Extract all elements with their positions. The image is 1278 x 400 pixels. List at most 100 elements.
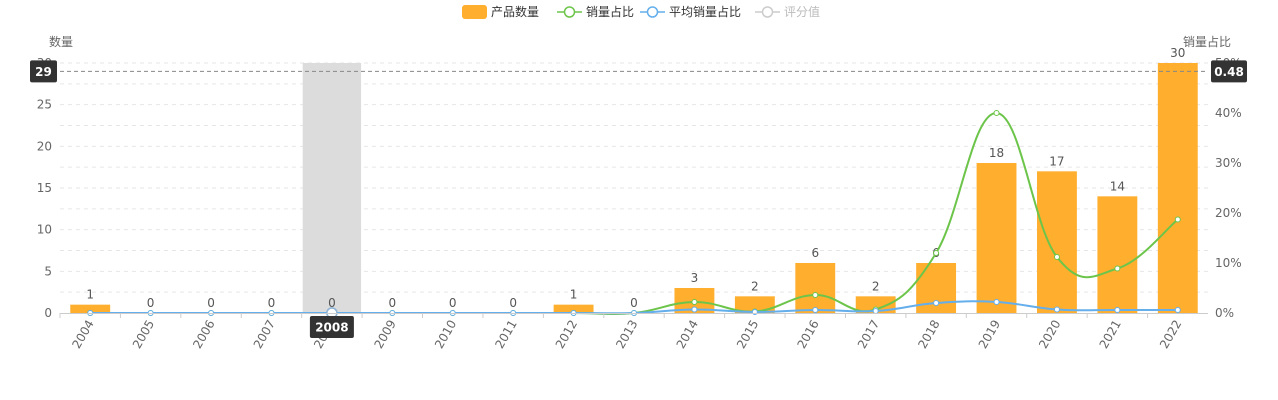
y-right-tick-label: 0% bbox=[1215, 306, 1234, 320]
x-tick-label: 2022 bbox=[1157, 318, 1184, 351]
data-point[interactable] bbox=[1114, 307, 1121, 313]
x-tick-label: 2005 bbox=[130, 318, 157, 351]
bar-value-label: 1 bbox=[86, 288, 94, 302]
legend-item-2[interactable]: 平均销量占比 bbox=[640, 4, 741, 19]
y-right-tick-label: 20% bbox=[1215, 206, 1242, 220]
bar[interactable] bbox=[1037, 171, 1077, 313]
bar[interactable] bbox=[795, 263, 836, 313]
x-tick-label: 2020 bbox=[1036, 318, 1063, 351]
bar-value-label: 0 bbox=[630, 296, 638, 310]
x-tick-label: 2016 bbox=[794, 318, 821, 351]
highlight-band bbox=[302, 63, 362, 313]
bar-value-label: 0 bbox=[207, 296, 215, 310]
bar-value-label: 30 bbox=[1170, 46, 1185, 60]
y-left-tick-label: 15 bbox=[37, 181, 52, 195]
x-tick-label: 2018 bbox=[915, 318, 942, 351]
x-tick-label: 2004 bbox=[69, 318, 96, 351]
tooltip-text: 29 bbox=[35, 65, 52, 79]
x-tick-label: 2009 bbox=[372, 318, 399, 351]
crosshair-left-value: 29 bbox=[30, 60, 57, 83]
bar[interactable] bbox=[1097, 196, 1138, 313]
x-tick-label: 2013 bbox=[613, 318, 640, 351]
bar[interactable] bbox=[1157, 63, 1198, 313]
bar-value-label: 3 bbox=[691, 271, 699, 285]
y-right-tick-label: 40% bbox=[1215, 106, 1242, 120]
legend-swatch-marker bbox=[646, 6, 659, 18]
tooltip-box bbox=[1211, 60, 1247, 83]
tooltip-text: 0.48 bbox=[1214, 65, 1244, 79]
data-point[interactable] bbox=[812, 292, 819, 298]
legend-item-3[interactable]: 评分值 bbox=[755, 4, 820, 19]
bar-value-label: 0 bbox=[268, 296, 276, 310]
data-point[interactable] bbox=[1053, 306, 1060, 313]
legend-swatch-bar bbox=[462, 5, 487, 19]
x-tick-label: 2011 bbox=[492, 318, 519, 351]
bar-value-label: 2 bbox=[872, 279, 880, 293]
x-tick-label: 2010 bbox=[432, 318, 459, 351]
crosshair: 29 0.48 2008 bbox=[30, 60, 1247, 338]
legend[interactable]: 产品数量 销量占比 平均销量占比 评分值 bbox=[462, 4, 820, 19]
highlight-band-rect bbox=[302, 63, 362, 313]
tooltip-box bbox=[309, 316, 354, 338]
y-left-tick-label: 10 bbox=[37, 223, 52, 237]
data-point[interactable] bbox=[1174, 216, 1181, 223]
data-point[interactable] bbox=[691, 299, 698, 305]
x-tick-label: 2012 bbox=[553, 318, 580, 351]
y-left-tick-label: 0 bbox=[44, 306, 52, 320]
bar[interactable] bbox=[734, 296, 775, 313]
legend-item-1[interactable]: 销量占比 bbox=[557, 4, 634, 19]
y-left-tick-label: 5 bbox=[44, 264, 52, 278]
legend-label: 平均销量占比 bbox=[669, 4, 741, 19]
x-tick-label: 2006 bbox=[190, 318, 217, 351]
legend-item-0[interactable]: 产品数量 bbox=[462, 4, 539, 19]
y-right-tick-label: 10% bbox=[1215, 256, 1242, 270]
data-point[interactable] bbox=[993, 299, 1000, 305]
data-point[interactable] bbox=[812, 307, 819, 313]
tooltip-box bbox=[30, 60, 57, 83]
data-point[interactable] bbox=[933, 300, 940, 306]
bar[interactable] bbox=[70, 304, 111, 313]
y-left-tick-label: 25 bbox=[37, 98, 52, 112]
bar-value-label: 0 bbox=[449, 296, 457, 310]
legend-label: 销量占比 bbox=[586, 4, 634, 19]
data-point[interactable] bbox=[933, 250, 940, 256]
bar-value-label: 18 bbox=[989, 146, 1004, 160]
legend-label: 产品数量 bbox=[491, 4, 539, 19]
bar[interactable] bbox=[976, 163, 1017, 313]
data-point[interactable] bbox=[1053, 254, 1060, 260]
bar-value-label: 0 bbox=[509, 296, 517, 310]
x-tick-label: 2015 bbox=[734, 318, 761, 351]
legend-swatch-marker bbox=[563, 6, 576, 18]
data-point[interactable] bbox=[872, 308, 879, 314]
bar-value-label: 6 bbox=[811, 246, 819, 260]
x-tick-label: 2007 bbox=[251, 318, 278, 351]
crosshair-x-value: 2008 bbox=[309, 316, 354, 338]
x-tick-label: 2021 bbox=[1097, 318, 1124, 351]
y-axis-right-title: 销量占比 bbox=[1183, 34, 1231, 49]
grid-lines bbox=[60, 62, 1208, 293]
data-point[interactable] bbox=[691, 306, 698, 313]
bar-value-label: 0 bbox=[388, 296, 396, 310]
data-point[interactable] bbox=[993, 110, 1000, 116]
bar-value-labels: 10000000103262618171430 bbox=[86, 46, 1185, 310]
x-tick-label: 2017 bbox=[855, 318, 882, 351]
x-tick-label: 2014 bbox=[674, 318, 701, 351]
tooltip-text: 2008 bbox=[315, 321, 348, 335]
bar-value-label: 17 bbox=[1049, 154, 1064, 168]
bar-value-label: 2 bbox=[751, 279, 759, 293]
crosshair-right-value: 0.48 bbox=[1211, 60, 1247, 83]
data-point[interactable] bbox=[1174, 307, 1181, 313]
y-left-tick-label: 20 bbox=[37, 139, 52, 153]
bar-value-label: 0 bbox=[328, 296, 336, 310]
y-right-tick-label: 30% bbox=[1215, 156, 1242, 170]
x-tick-label: 2019 bbox=[976, 318, 1003, 351]
bar-value-label: 0 bbox=[147, 296, 155, 310]
legend-label: 评分值 bbox=[784, 4, 820, 19]
bar-value-label: 14 bbox=[1110, 179, 1125, 193]
bar[interactable] bbox=[553, 304, 594, 313]
bar-value-label: 1 bbox=[570, 288, 578, 302]
bar[interactable] bbox=[855, 296, 896, 313]
legend-swatch-marker bbox=[761, 6, 774, 18]
data-point[interactable] bbox=[1114, 265, 1121, 272]
